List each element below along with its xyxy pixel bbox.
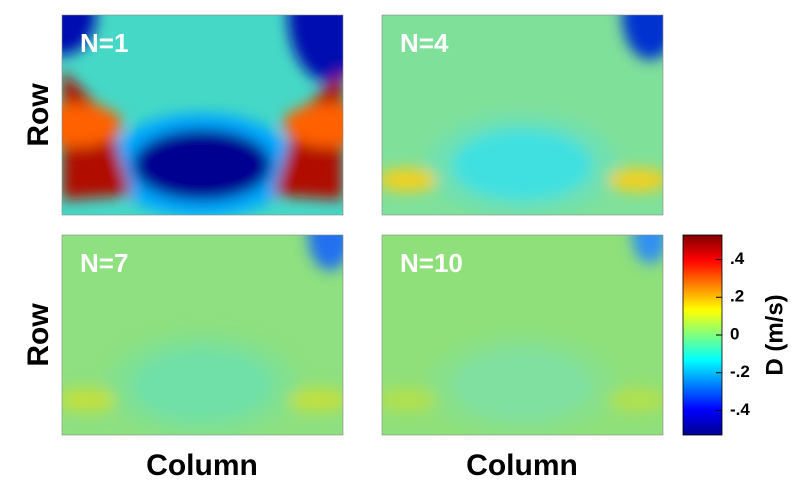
panel-texture	[62, 235, 343, 435]
colorbar-tick-label: -.4	[730, 400, 750, 419]
panel-texture	[382, 235, 663, 435]
blob	[288, 388, 343, 412]
blob	[608, 168, 663, 192]
panel-texture	[62, 15, 343, 215]
heatmap-panel	[382, 15, 663, 215]
panel-frame	[61, 234, 344, 436]
panel-frame	[381, 234, 664, 436]
panel-label: N=7	[80, 248, 128, 278]
blob	[62, 15, 96, 55]
colorbar-tick-label: .4	[730, 249, 745, 268]
x-axis-label: Column	[466, 449, 578, 482]
blob	[308, 235, 343, 271]
colorbar-tick-label: 0	[730, 324, 739, 343]
blob	[62, 388, 117, 412]
blob	[283, 103, 343, 147]
colorbar-label: D (m/s)	[761, 294, 788, 375]
colorbar-tick-label: .2	[730, 287, 744, 306]
blob	[382, 388, 437, 412]
panel-label: N=10	[400, 248, 463, 278]
panel-frame	[61, 14, 344, 216]
blob	[632, 235, 663, 264]
colorbar	[682, 234, 723, 436]
blob	[382, 168, 437, 192]
y-axis-label: Row	[22, 83, 55, 147]
blob	[452, 349, 592, 421]
blob	[62, 103, 122, 147]
blob	[132, 129, 272, 201]
heatmap-panel	[62, 15, 343, 215]
blob	[132, 349, 272, 421]
blob	[452, 129, 592, 201]
panel-frame	[381, 14, 664, 216]
blob	[608, 388, 663, 412]
panel-texture	[382, 15, 663, 215]
panel-label: N=1	[80, 28, 128, 58]
y-axis-label: Row	[22, 303, 55, 367]
colorbar-tick-label: -.2	[730, 362, 750, 381]
panel-label: N=4	[400, 28, 449, 58]
heatmap-panel	[382, 235, 663, 435]
blob	[622, 15, 663, 60]
x-axis-label: Column	[146, 449, 258, 482]
heatmap-panel	[62, 235, 343, 435]
blob	[288, 15, 343, 83]
